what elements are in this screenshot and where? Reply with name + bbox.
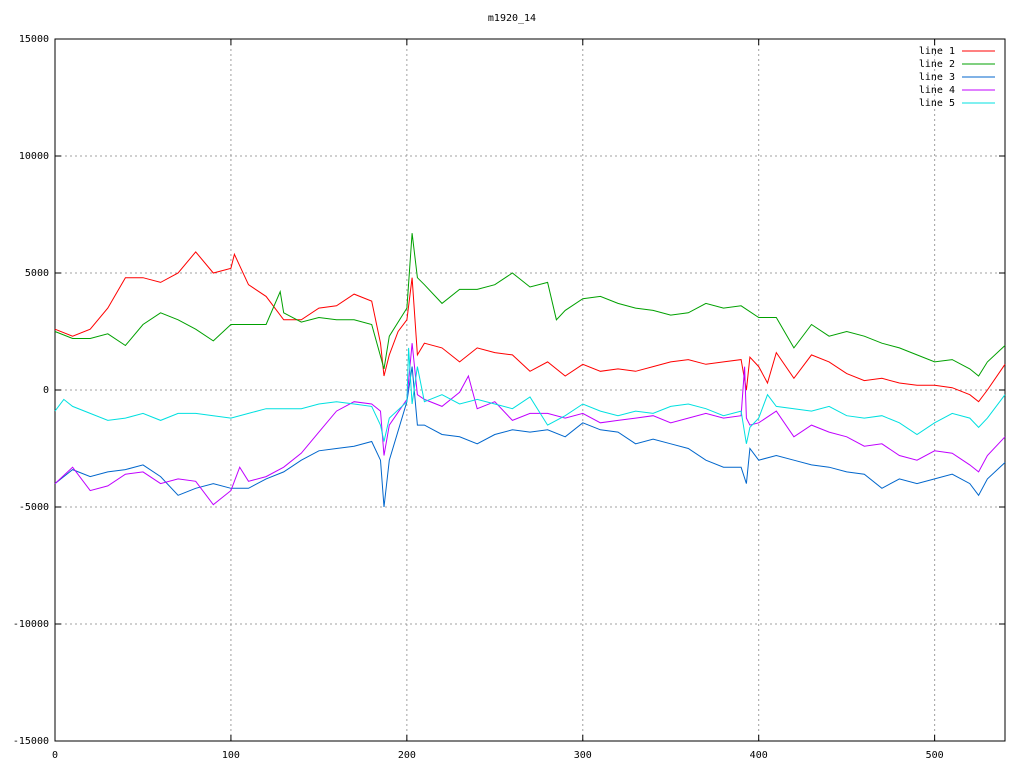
data-line	[54, 347, 1006, 444]
legend-label: line 5	[919, 98, 955, 109]
y-tick-label: 15000	[19, 34, 49, 45]
x-tick-label: 300	[574, 750, 592, 761]
y-tick-label: -10000	[13, 619, 49, 630]
data-line	[54, 233, 1006, 377]
y-tick-label: 5000	[25, 268, 49, 279]
x-tick-label: 100	[222, 750, 240, 761]
y-tick-label: 10000	[19, 151, 49, 162]
y-tick-label: -15000	[13, 736, 49, 747]
data-line	[54, 251, 1006, 403]
x-tick-label: 400	[750, 750, 768, 761]
data-line	[54, 343, 1006, 506]
legend-label: line 1	[919, 46, 955, 57]
y-tick-label: 0	[43, 385, 49, 396]
x-tick-label: 200	[398, 750, 416, 761]
chart-title: m1920_14	[488, 13, 536, 24]
y-tick-label: -5000	[19, 502, 49, 513]
data-line	[54, 366, 1006, 508]
legend-label: line 3	[919, 72, 955, 83]
legend-label: line 2	[919, 59, 955, 70]
plot-frame	[54, 38, 1006, 742]
legend-label: line 4	[919, 85, 955, 96]
x-tick-label: 0	[52, 750, 58, 761]
x-tick-label: 500	[926, 750, 944, 761]
